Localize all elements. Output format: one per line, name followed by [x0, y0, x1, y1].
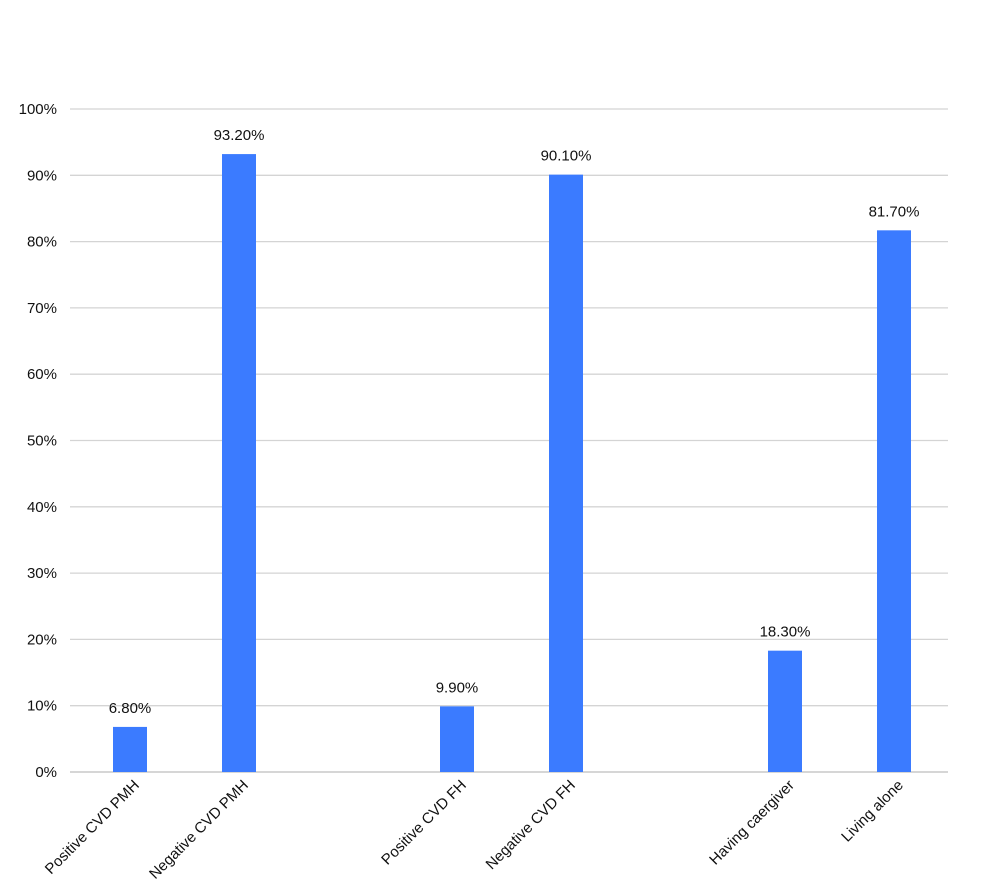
y-tick-label: 10% [27, 698, 57, 715]
data-labels: 6.80% 93.20% 9.90% 90.10% 18.30% 81.70% [109, 127, 920, 717]
bar [113, 726, 147, 772]
x-axis-category-labels: Positive CVD PMH Negative CVD PMH Positive… [42, 777, 907, 883]
bar [877, 230, 911, 773]
y-tick-label: 0% [35, 764, 57, 781]
x-category-label: Negative CVD PMH [146, 777, 252, 883]
y-tick-label: 90% [27, 167, 57, 184]
x-category-label: Living alone [838, 777, 907, 846]
data-label: 18.30% [760, 624, 811, 641]
y-tick-label: 80% [27, 234, 57, 251]
data-label: 9.90% [436, 679, 479, 696]
data-label: 90.10% [541, 148, 592, 165]
bar [549, 174, 583, 773]
bars [113, 154, 911, 773]
y-tick-label: 70% [27, 300, 57, 317]
y-tick-label: 100% [19, 101, 57, 118]
x-category-label: Positive CVD FH [378, 777, 470, 869]
bar [768, 650, 802, 772]
y-tick-label: 30% [27, 565, 57, 582]
y-axis-tick-labels: 0% 10% 20% 30% 40% 50% 60% 70% 80% 90% 100% [19, 101, 57, 781]
y-tick-label: 60% [27, 366, 57, 383]
data-label: 93.20% [214, 127, 265, 144]
x-category-label: Having caergiver [706, 777, 798, 869]
gridlines [70, 108, 948, 773]
x-category-label: Positive CVD PMH [42, 777, 143, 878]
data-label: 6.80% [109, 700, 152, 717]
x-category-label: Negative CVD FH [483, 777, 579, 873]
data-label: 81.70% [869, 203, 920, 220]
bar [222, 154, 256, 773]
y-tick-label: 50% [27, 433, 57, 450]
bar [440, 706, 474, 772]
y-tick-label: 20% [27, 631, 57, 648]
y-tick-label: 40% [27, 499, 57, 516]
